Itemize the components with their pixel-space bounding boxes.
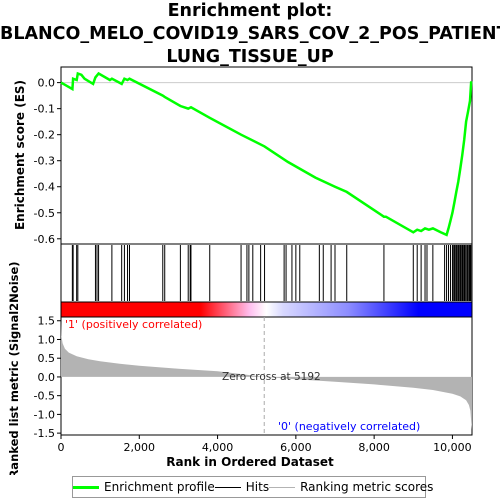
positive-correlation-label: '1' (positively correlated) <box>65 318 202 331</box>
x-tick-label: 2,000 <box>124 441 156 454</box>
ranking-y-tick-label: -1.0 <box>34 408 55 421</box>
enrichment-profile-line <box>60 71 473 237</box>
ranking-y-axis-label: Ranked list metric (Signal2Noise) <box>7 261 21 475</box>
es-y-tick-label: -0.1 <box>34 103 55 116</box>
ranking-y-axis: 1.5 1.0 0.5 0.0 -0.5 -1.0 -1.5 <box>34 315 61 440</box>
legend-item-profile: Enrichment profile <box>73 480 215 494</box>
es-y-tick-label: -0.5 <box>34 207 55 220</box>
negative-correlation-label: '0' (negatively correlated) <box>278 420 420 433</box>
legend-swatch-ranking <box>269 486 296 488</box>
chart-title-line-2: BLANCO_MELO_COVID19_SARS_COV_2_POS_PATIE… <box>0 24 500 44</box>
es-y-tick-label: -0.4 <box>34 181 55 194</box>
es-y-axis-label: Enrichment score (ES) <box>13 80 27 230</box>
ranking-y-tick-label: 0.5 <box>38 352 56 365</box>
es-y-tick-label: -0.2 <box>34 129 55 142</box>
es-y-tick-label: -0.3 <box>34 155 55 168</box>
hits-panel-frame <box>60 243 473 303</box>
x-tick-label: 6,000 <box>280 441 312 454</box>
legend-swatch-hits <box>214 486 241 488</box>
x-tick-label: 8,000 <box>358 441 390 454</box>
ranking-y-tick-label: -1.5 <box>34 427 55 440</box>
x-axis: 0 2,000 4,000 6,000 8,000 10,000 <box>58 435 472 454</box>
legend-item-ranking: Ranking metric scores <box>269 480 433 494</box>
es-panel-frame <box>60 66 473 245</box>
legend-label-hits: Hits <box>245 480 270 494</box>
legend-label-profile: Enrichment profile <box>104 480 215 494</box>
ranking-heat-bar <box>60 301 473 318</box>
chart-title-line-1: Enrichment plot: <box>167 1 333 21</box>
hit-marks <box>71 245 472 301</box>
es-y-tick-label: -0.6 <box>34 233 55 246</box>
legend-swatch-profile <box>73 485 99 489</box>
zero-cross-label: Zero cross at 5192 <box>222 371 321 383</box>
x-tick-label: 4,000 <box>202 441 234 454</box>
chart-title-line-3: LUNG_TISSUE_UP <box>166 47 334 67</box>
ranking-y-tick-label: -0.5 <box>34 390 55 403</box>
ranking-y-tick-label: 0.0 <box>38 371 56 384</box>
legend: Enrichment profile Hits Ranking metric s… <box>72 476 433 498</box>
es-y-tick-label: 0.0 <box>38 77 56 90</box>
x-tick-label: 10,000 <box>433 441 472 454</box>
legend-item-hits: Hits <box>214 480 270 494</box>
ranking-metric-area <box>61 320 472 430</box>
x-axis-label: Rank in Ordered Dataset <box>166 455 334 469</box>
x-tick-label: 0 <box>58 441 65 454</box>
ranking-y-tick-label: 1.5 <box>38 315 56 328</box>
ranking-y-tick-label: 1.0 <box>38 333 56 346</box>
es-y-axis: 0.0 -0.1 -0.2 -0.3 -0.4 -0.5 -0.6 <box>34 77 61 246</box>
enrichment-plot: 0.0 -0.1 -0.2 -0.3 -0.4 -0.5 -0.6 Enrichment s… <box>7 66 473 475</box>
legend-label-ranking: Ranking metric scores <box>300 480 434 494</box>
